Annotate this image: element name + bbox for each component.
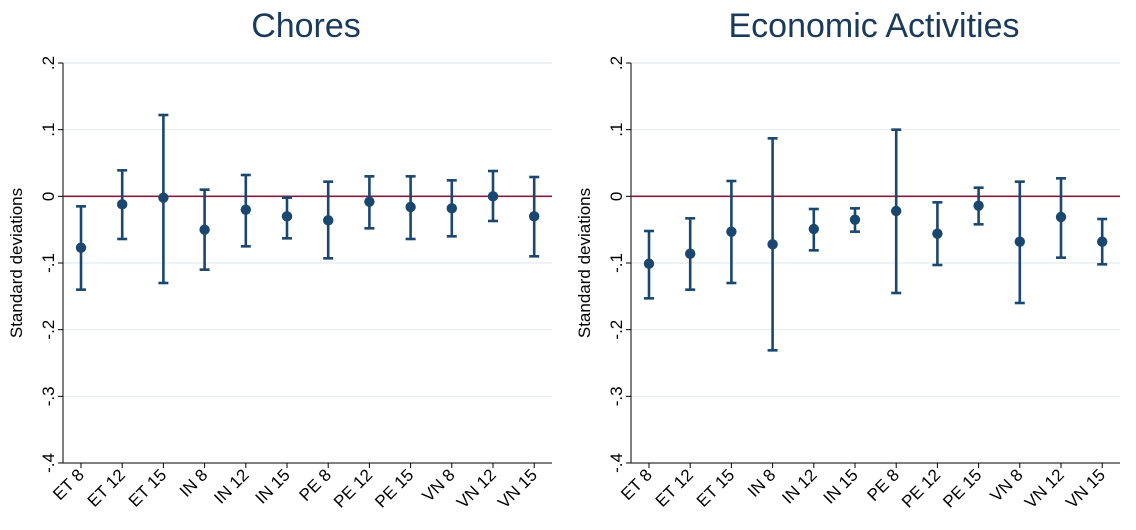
data-point bbox=[446, 203, 457, 214]
data-point bbox=[767, 239, 778, 250]
data-point bbox=[1014, 236, 1025, 247]
y-tick-label: -.3 bbox=[607, 386, 626, 406]
y-tick-label: -.1 bbox=[607, 253, 626, 273]
data-point bbox=[726, 226, 737, 237]
data-point bbox=[1055, 211, 1067, 223]
data-point bbox=[529, 211, 540, 222]
x-tick-label: VN 15 bbox=[1062, 465, 1109, 512]
x-tick-label: VN 12 bbox=[453, 465, 500, 512]
data-point bbox=[891, 205, 902, 217]
x-tick-label: PE 8 bbox=[296, 465, 335, 504]
x-tick-label: IN 8 bbox=[744, 465, 779, 500]
x-tick-label: IN 8 bbox=[176, 465, 211, 500]
y-tick-label: .2 bbox=[39, 56, 58, 70]
y-tick-label: -.4 bbox=[607, 453, 626, 473]
y-tick-label: -.4 bbox=[39, 453, 58, 473]
data-point bbox=[199, 224, 210, 235]
data-point bbox=[75, 242, 87, 253]
y-tick-label: 0 bbox=[39, 192, 58, 201]
y-tick-label: -.1 bbox=[39, 253, 58, 273]
data-point bbox=[849, 214, 861, 225]
x-tick-label: VN 12 bbox=[1021, 465, 1068, 512]
x-tick-label: ET 15 bbox=[693, 465, 738, 510]
x-tick-label: IN 15 bbox=[252, 465, 294, 507]
x-tick-label: IN 12 bbox=[778, 465, 820, 507]
data-point bbox=[808, 223, 819, 235]
data-point bbox=[323, 215, 334, 226]
x-tick-label: ET 12 bbox=[652, 465, 697, 510]
x-tick-label: PE 15 bbox=[939, 465, 985, 511]
data-point bbox=[240, 204, 251, 215]
data-point bbox=[685, 248, 696, 259]
y-tick-label: -.3 bbox=[39, 386, 58, 406]
chart-title: Economic Activities bbox=[728, 7, 1020, 45]
x-tick-label: VN 15 bbox=[494, 465, 541, 512]
y-tick-label: -.2 bbox=[39, 320, 58, 340]
data-point bbox=[158, 192, 169, 203]
chart-panel-economic-activities: Economic Activities .2 .1 0 -.1 -.2 -.3 -.4 Sta… bbox=[568, 0, 1136, 530]
y-tick-label: -.2 bbox=[607, 320, 626, 340]
data-point bbox=[973, 200, 984, 211]
x-tick-label: PE 15 bbox=[371, 465, 417, 511]
x-tick-label: IN 15 bbox=[820, 465, 862, 507]
y-tick-label: 0 bbox=[607, 192, 626, 201]
data-point bbox=[1097, 236, 1108, 247]
x-tick-label: PE 12 bbox=[330, 465, 376, 511]
y-axis-label: Standard deviations bbox=[7, 188, 26, 338]
chart-title: Chores bbox=[251, 7, 361, 45]
x-tick-label: ET 12 bbox=[84, 465, 129, 510]
data-point bbox=[932, 228, 943, 239]
data-point bbox=[405, 201, 416, 213]
data-point bbox=[643, 258, 655, 269]
y-tick-label: .1 bbox=[39, 123, 58, 137]
y-axis-label: Standard deviations bbox=[575, 188, 594, 338]
data-point bbox=[117, 199, 128, 210]
chart-panel-chores: Chores .2 .1 0 -.1 -.2 -.3 -.4 Standard deviati… bbox=[7, 7, 552, 512]
x-tick-label: ET 15 bbox=[125, 465, 170, 510]
y-tick-label: .2 bbox=[607, 56, 626, 70]
data-point bbox=[364, 196, 375, 207]
data-point bbox=[281, 211, 293, 222]
x-tick-label: IN 12 bbox=[210, 465, 252, 507]
data-point bbox=[487, 191, 499, 202]
y-tick-label: .1 bbox=[607, 123, 626, 137]
x-tick-label: PE 8 bbox=[864, 465, 903, 504]
x-tick-label: PE 12 bbox=[898, 465, 944, 511]
